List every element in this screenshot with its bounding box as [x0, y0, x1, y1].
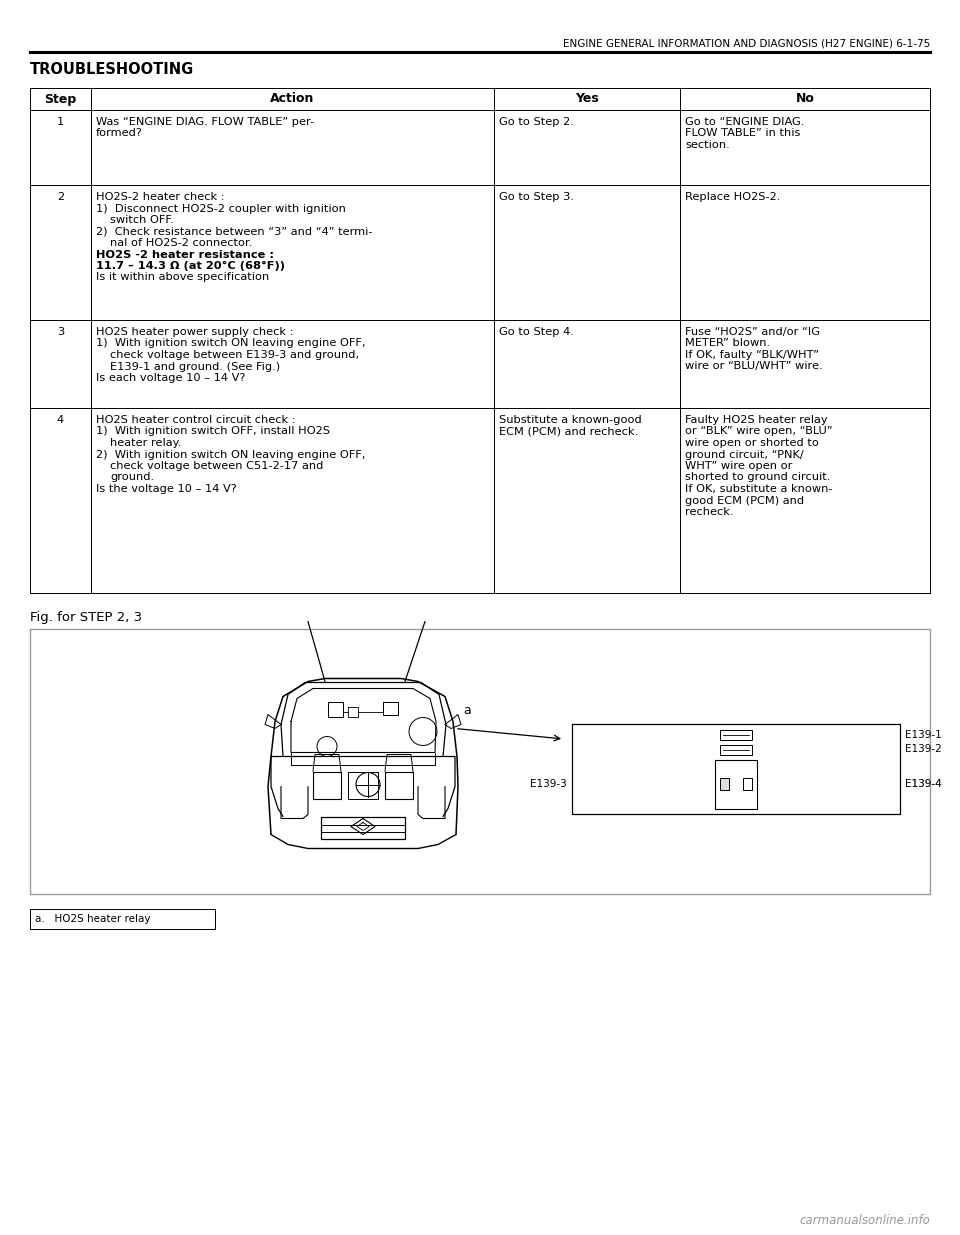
Bar: [30, 909, 215, 929]
Text: check voltage between C51-2-17 and: check voltage between C51-2-17 and: [110, 461, 324, 471]
Text: 1)  With ignition switch ON leaving engine OFF,: 1) With ignition switch ON leaving engin…: [96, 338, 366, 348]
Text: recheck.: recheck.: [685, 508, 733, 517]
Text: E139-4: E139-4: [905, 779, 942, 789]
Text: Fuse “HO2S” and/or “IG: Fuse “HO2S” and/or “IG: [685, 327, 820, 337]
Text: Is it within above specification: Is it within above specification: [96, 273, 269, 283]
Bar: [715, 760, 757, 809]
Text: Go to “ENGINE DIAG.: Go to “ENGINE DIAG.: [685, 117, 804, 127]
Text: ground circuit, “PNK/: ground circuit, “PNK/: [685, 450, 804, 459]
Text: No: No: [796, 93, 814, 105]
Text: If OK, substitute a known-: If OK, substitute a known-: [685, 484, 832, 494]
Text: nal of HO2S-2 connector.: nal of HO2S-2 connector.: [110, 238, 252, 248]
Text: ECM (PCM) and recheck.: ECM (PCM) and recheck.: [499, 426, 638, 436]
Text: ENGINE GENERAL INFORMATION AND DIAGNOSIS (H27 ENGINE) 6-1-75: ENGINE GENERAL INFORMATION AND DIAGNOSIS…: [563, 38, 930, 48]
Text: FLOW TABLE” in this: FLOW TABLE” in this: [685, 128, 801, 138]
Text: check voltage between E139-3 and ground,: check voltage between E139-3 and ground,: [110, 350, 359, 359]
Text: E139-3: E139-3: [530, 779, 567, 789]
Text: heater relay.: heater relay.: [110, 438, 181, 448]
Text: good ECM (PCM) and: good ECM (PCM) and: [685, 495, 804, 505]
Text: Action: Action: [271, 93, 315, 105]
Text: E139-4: E139-4: [905, 779, 942, 789]
Text: a: a: [463, 704, 470, 718]
Text: Go to Step 3.: Go to Step 3.: [499, 191, 574, 203]
Bar: [720, 778, 729, 790]
Text: 1: 1: [57, 117, 64, 127]
Text: Go to Step 4.: Go to Step 4.: [499, 327, 574, 337]
Text: If OK, faulty “BLK/WHT”: If OK, faulty “BLK/WHT”: [685, 350, 819, 359]
Text: or “BLK” wire open, “BLU”: or “BLK” wire open, “BLU”: [685, 426, 832, 436]
Text: 1)  Disconnect HO2S-2 coupler with ignition: 1) Disconnect HO2S-2 coupler with igniti…: [96, 204, 346, 214]
Text: carmanualsonline.info: carmanualsonline.info: [799, 1214, 930, 1226]
Text: a.   HO2S heater relay: a. HO2S heater relay: [35, 914, 151, 924]
Text: TROUBLESHOOTING: TROUBLESHOOTING: [30, 63, 194, 78]
Text: WHT” wire open or: WHT” wire open or: [685, 461, 792, 471]
Bar: [720, 745, 752, 755]
Text: 11.7 – 14.3 Ω (at 20°C (68°F)): 11.7 – 14.3 Ω (at 20°C (68°F)): [96, 261, 285, 270]
Text: E139-1: E139-1: [905, 730, 942, 740]
Text: E139-4: E139-4: [905, 779, 942, 789]
Text: HO2S heater power supply check :: HO2S heater power supply check :: [96, 327, 294, 337]
Text: E139-2: E139-2: [905, 745, 942, 755]
Text: METER” blown.: METER” blown.: [685, 338, 770, 348]
Text: wire or “BLU/WHT” wire.: wire or “BLU/WHT” wire.: [685, 362, 823, 372]
Bar: [30, 629, 930, 894]
Text: 3: 3: [57, 327, 64, 337]
Text: Replace HO2S-2.: Replace HO2S-2.: [685, 191, 780, 203]
Text: Go to Step 2.: Go to Step 2.: [499, 117, 574, 127]
Text: ground.: ground.: [110, 473, 155, 483]
Text: HO2S -2 heater resistance :: HO2S -2 heater resistance :: [96, 249, 274, 259]
Text: 2)  Check resistance between “3” and “4” termi-: 2) Check resistance between “3” and “4” …: [96, 226, 372, 236]
Text: Step: Step: [44, 93, 77, 105]
Text: formed?: formed?: [96, 128, 143, 138]
Text: 1)  With ignition switch OFF, install HO2S: 1) With ignition switch OFF, install HO2…: [96, 426, 330, 436]
Text: Substitute a known-good: Substitute a known-good: [499, 415, 641, 425]
Bar: [572, 724, 900, 814]
Text: Yes: Yes: [575, 93, 599, 105]
Text: HO2S-2 heater check :: HO2S-2 heater check :: [96, 191, 225, 203]
Text: 4: 4: [57, 415, 64, 425]
Text: HO2S heater control circuit check :: HO2S heater control circuit check :: [96, 415, 296, 425]
Text: E139-1 and ground. (See Fig.): E139-1 and ground. (See Fig.): [110, 362, 280, 372]
Text: Faulty HO2S heater relay: Faulty HO2S heater relay: [685, 415, 828, 425]
Bar: [720, 730, 752, 740]
Bar: [743, 778, 752, 790]
Text: switch OFF.: switch OFF.: [110, 215, 174, 225]
Text: Is each voltage 10 – 14 V?: Is each voltage 10 – 14 V?: [96, 373, 246, 383]
Text: shorted to ground circuit.: shorted to ground circuit.: [685, 473, 830, 483]
Text: 2: 2: [57, 191, 64, 203]
Text: Fig. for STEP 2, 3: Fig. for STEP 2, 3: [30, 611, 142, 624]
Text: section.: section.: [685, 140, 730, 149]
Text: 2)  With ignition switch ON leaving engine OFF,: 2) With ignition switch ON leaving engin…: [96, 450, 366, 459]
Text: Is the voltage 10 – 14 V?: Is the voltage 10 – 14 V?: [96, 484, 237, 494]
Text: Was “ENGINE DIAG. FLOW TABLE” per-: Was “ENGINE DIAG. FLOW TABLE” per-: [96, 117, 314, 127]
Text: wire open or shorted to: wire open or shorted to: [685, 438, 819, 448]
